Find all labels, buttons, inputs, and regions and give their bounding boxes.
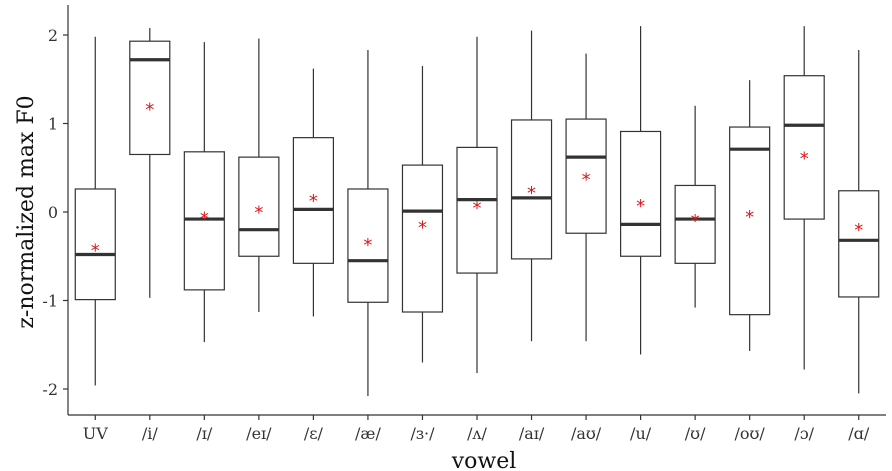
mean-marker: * (691, 211, 700, 232)
mean-marker: * (418, 217, 427, 238)
iqr-box (674, 184, 716, 264)
x-tick-label: /ɑ/ (848, 424, 870, 443)
box-7: * (456, 36, 498, 374)
x-tick-label: /oʊ/ (734, 424, 765, 443)
iqr-box (783, 75, 825, 220)
box-2: * (183, 42, 225, 343)
iqr-box (292, 137, 334, 264)
iqr-box (565, 118, 607, 234)
box-0: * (74, 36, 116, 386)
mean-marker: * (636, 196, 645, 217)
mean-marker: * (200, 209, 209, 230)
y-tick-label: -2 (42, 380, 58, 399)
x-tick-label: /ɔ/ (794, 424, 814, 443)
box-1: * (129, 27, 171, 298)
mean-marker: * (745, 207, 754, 228)
y-tick-label: -1 (42, 292, 58, 311)
iqr-box (347, 188, 389, 303)
iqr-box (838, 190, 880, 298)
mean-marker: * (473, 198, 482, 219)
x-axis-title: vowel (451, 449, 517, 471)
box-6: * (401, 65, 444, 363)
box-11: * (674, 105, 716, 308)
box-9: * (565, 53, 607, 342)
x-tick-label: /ʌ/ (467, 424, 487, 443)
box-3: * (238, 38, 280, 313)
iqr-box (183, 151, 225, 291)
x-tick-label: /i/ (142, 424, 159, 443)
x-tick-label: /aɪ/ (519, 424, 545, 443)
iqr-box (238, 156, 280, 257)
y-axis: -2 -1 0 1 2 (42, 5, 69, 415)
iqr-box (74, 188, 116, 301)
mean-marker: * (582, 170, 591, 191)
iqr-box (729, 126, 771, 316)
x-tick-label: /ʊ/ (685, 424, 706, 443)
mean-marker: * (854, 220, 863, 241)
box-10: * (619, 26, 662, 355)
x-tick-label: /ɪ/ (196, 424, 213, 443)
mean-marker: * (309, 191, 318, 212)
mean-marker: * (91, 240, 100, 261)
mean-marker: * (254, 202, 263, 223)
box-14: * (838, 50, 880, 394)
y-tick-label: 0 (48, 203, 58, 222)
mean-marker: * (527, 183, 536, 204)
plot-area: * * * * * * * * * * * * * * * (74, 26, 880, 397)
x-tick-label: /ɛ/ (304, 424, 324, 443)
mean-marker: * (363, 235, 372, 256)
y-tick-label: 2 (48, 26, 58, 45)
x-tick-label: /ɜ·/ (410, 424, 435, 443)
iqr-box (456, 146, 498, 274)
box-13: * (783, 26, 825, 370)
iqr-box (619, 130, 662, 257)
iqr-box (401, 164, 444, 313)
mean-marker: * (145, 100, 154, 121)
x-axis: UV/i/ /ɪ/ /eɪ/ /ɛ/ /æ/ /ɜ·/ /ʌ/ /aɪ/ /aʊ/ /u/ /ʊ/ /… (68, 414, 886, 443)
box-5: * (347, 50, 389, 397)
box-8: * (510, 30, 553, 342)
mean-marker: * (800, 148, 809, 169)
x-tick-label: UV (83, 424, 108, 443)
y-tick-label: 1 (48, 115, 58, 134)
x-tick-label: /u/ (630, 424, 652, 443)
box-4: * (292, 68, 334, 317)
y-axis-title: z-normalized max F0 (14, 95, 39, 328)
x-tick-label: /eɪ/ (246, 424, 272, 443)
box-12: * (729, 80, 771, 351)
x-tick-label: /æ/ (355, 424, 381, 443)
iqr-box (510, 119, 553, 260)
x-tick-label: /aʊ/ (571, 424, 602, 443)
